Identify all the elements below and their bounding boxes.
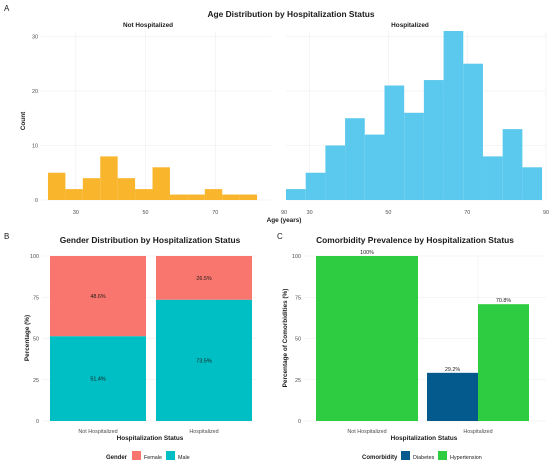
age-histogram-bar [482,156,503,200]
age-histogram-bar [135,189,153,200]
age-histogram-bar [204,189,223,200]
age-histogram-bar [222,194,240,200]
comorbidity-bar-hypertension [478,304,529,421]
comorbidity-legend-swatch-diabetes [401,451,410,460]
comorbidity-y-tick-label: 100 [292,254,301,260]
age-y-tick-label: 0 [35,198,38,204]
gender-data-label-female: 26.5% [196,276,211,282]
gender-x-tick-label: Hospitalized [189,429,218,435]
age-histogram-bar [152,167,170,200]
gender-legend-male: Male [178,455,190,461]
age-x-tick-label: 90 [543,210,549,216]
gender-x-tick-label: Not Hospitalized [78,429,117,435]
age-histogram-bar [502,129,523,200]
gender-bar-male [50,336,146,421]
age-x-axis-label: Age (years) [267,217,302,224]
age-histogram-bar [325,145,346,200]
comorbidity-x-axis-label: Hospitalization Status [391,435,458,442]
gender-y-tick-label: 75 [33,295,39,301]
gender-y-tick-label: 100 [30,254,39,260]
age-histogram-bar [463,63,483,200]
comorbidity-x-tick-label: Hospitalized [463,429,492,435]
gender-bar-female [50,256,146,337]
comorbidity-data-label: 70.8% [496,298,511,304]
gender-data-label-male: 51.4% [90,377,105,383]
comorbidity-y-tick-label: 50 [295,337,301,343]
age-chart-title: Age Distribution by Hospitalization Stat… [207,9,374,19]
age-y-tick-label: 30 [32,34,38,40]
gender-data-label-female: 48.6% [90,294,105,300]
age-histogram-bar [423,80,444,200]
comorbidity-legend-swatch-hypertension [438,451,447,460]
age-histogram-bar [187,194,205,200]
comorbidity-y-tick-label: 25 [295,378,301,384]
age-histogram-bar [100,156,118,200]
age-left-edge-tick: 90 [281,210,287,216]
age-facet-label-hospitalized: Hospitalized [391,22,429,29]
comorbidity-y-axis-label: Percentage of Comorbidities (%) [282,289,289,388]
gender-legend-swatch-female [132,451,141,460]
age-histogram-bar [117,178,136,200]
gender-legend-swatch-male [166,451,175,460]
age-facet-hospitalized: 30 50 70 90 [286,31,549,216]
age-x-tick-label: 70 [212,210,218,216]
age-histogram-bar [47,172,66,200]
panel-letter-c: C [277,232,283,241]
age-y-tick-label: 10 [32,143,38,149]
gender-y-tick-label: 25 [33,378,39,384]
panel-letter-b: B [4,232,9,241]
comorbidity-bar-hypertension [316,256,418,421]
age-histogram-bar [522,167,543,200]
gender-chart: 0 25 50 75 100 51.4% 48.6% Not Hospitalized 73.5… [30,254,256,435]
comorbidity-chart-title: Comorbidity Prevalence by Hospitalizatio… [316,235,514,245]
age-y-tick-label: 20 [32,89,38,95]
comorbidity-data-label: 100% [360,250,374,256]
age-histogram-bar [82,178,101,200]
gender-legend-title: Gender [106,455,128,461]
age-facet-not-hospitalized: 0 10 20 30 30 50 70 [32,31,271,216]
gender-data-label-male: 73.5% [196,358,211,364]
age-x-tick-label: 50 [143,210,149,216]
gender-chart-title: Gender Distribution by Hospitalization S… [60,235,241,245]
age-x-tick-label: 70 [464,210,470,216]
gender-legend: Gender Female Male [106,451,190,461]
gender-y-tick-label: 0 [36,419,39,425]
age-histogram-bar [305,172,326,200]
panel-letter-a: A [4,4,10,13]
gender-legend-female: Female [144,455,162,461]
comorbidity-legend-diabetes: Diabetes [413,455,435,461]
age-facet-label-not-hospitalized: Not Hospitalized [123,22,173,29]
age-histogram-bar [169,194,188,200]
age-x-tick-label: 50 [385,210,391,216]
comorbidity-legend-hypertension: Hypertension [450,455,482,461]
age-histogram-bar [345,118,365,200]
gender-bar-female [156,256,252,300]
age-histogram-bar [384,85,405,200]
comorbidity-legend: Comorbidity Diabetes Hypertension [362,451,482,461]
age-x-tick-label: 30 [73,210,79,216]
comorbidity-bar-diabetes [427,372,478,421]
comorbidity-legend-title: Comorbidity [362,455,398,461]
age-x-tick-label: 30 [307,210,313,216]
comorbidity-y-tick-label: 75 [295,295,301,301]
age-histogram-bar [65,189,83,200]
gender-x-axis-label: Hospitalization Status [117,435,184,442]
gender-y-tick-label: 50 [33,337,39,343]
age-histogram-bar [286,189,306,200]
age-histogram-bar [443,31,464,200]
comorbidity-data-label: 29.2% [445,367,460,373]
age-histogram-bar [364,134,385,200]
gender-bar-male [156,299,252,421]
age-histogram-bar [404,112,424,200]
comorbidity-chart: 0 25 50 75 100 100% Not Hospitalized 29.2% 70.8%… [292,250,546,435]
age-histogram-bar [239,194,258,200]
age-y-axis-label: Count [20,111,27,130]
comorbidity-y-tick-label: 0 [298,419,301,425]
gender-y-axis-label: Percentage (%) [24,315,31,361]
comorbidity-x-tick-label: Not Hospitalized [347,429,386,435]
